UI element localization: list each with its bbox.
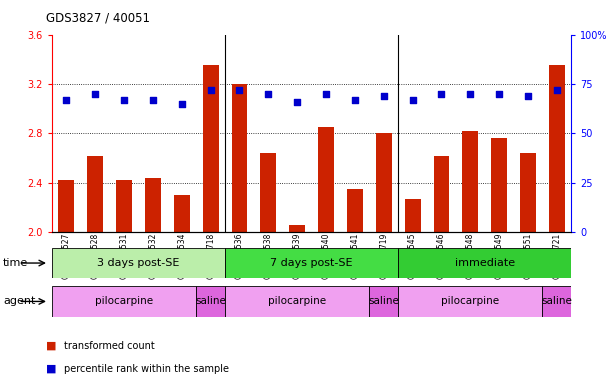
Bar: [398, 286, 543, 317]
Text: saline: saline: [195, 296, 226, 306]
Bar: [52, 248, 225, 278]
Point: [62, 97, 71, 103]
Text: pilocarpine: pilocarpine: [268, 296, 326, 306]
Text: ■: ■: [46, 364, 56, 374]
Point: [350, 97, 360, 103]
Bar: [116, 180, 132, 232]
Bar: [232, 84, 247, 232]
Bar: [549, 65, 565, 232]
Text: pilocarpine: pilocarpine: [95, 296, 153, 306]
Point: [206, 87, 216, 93]
Bar: [404, 199, 420, 232]
Text: immediate: immediate: [455, 258, 515, 268]
Bar: [196, 286, 225, 317]
Text: saline: saline: [368, 296, 399, 306]
Text: ■: ■: [46, 341, 56, 351]
Bar: [145, 178, 161, 232]
Bar: [318, 127, 334, 232]
Bar: [174, 195, 189, 232]
Bar: [289, 225, 305, 232]
Bar: [87, 156, 103, 232]
Bar: [491, 138, 507, 232]
Text: GDS3827 / 40051: GDS3827 / 40051: [46, 12, 150, 25]
Text: transformed count: transformed count: [64, 341, 155, 351]
Text: percentile rank within the sample: percentile rank within the sample: [64, 364, 229, 374]
Bar: [347, 189, 363, 232]
Point: [523, 93, 533, 99]
Point: [235, 87, 244, 93]
Bar: [260, 153, 276, 232]
Text: agent: agent: [3, 296, 35, 306]
Point: [119, 97, 129, 103]
Point: [177, 101, 187, 107]
Bar: [520, 153, 536, 232]
Point: [321, 91, 331, 97]
Bar: [369, 286, 398, 317]
Point: [263, 91, 273, 97]
Bar: [225, 286, 369, 317]
Bar: [59, 180, 75, 232]
Point: [494, 91, 504, 97]
Point: [90, 91, 100, 97]
Text: pilocarpine: pilocarpine: [441, 296, 499, 306]
Point: [148, 97, 158, 103]
Point: [408, 97, 417, 103]
Point: [466, 91, 475, 97]
Bar: [398, 248, 571, 278]
Text: 7 days post-SE: 7 days post-SE: [270, 258, 353, 268]
Bar: [434, 156, 449, 232]
Point: [437, 91, 447, 97]
Text: 3 days post-SE: 3 days post-SE: [97, 258, 180, 268]
Point: [552, 87, 562, 93]
Bar: [463, 131, 478, 232]
Bar: [225, 248, 398, 278]
Bar: [376, 134, 392, 232]
Bar: [52, 286, 196, 317]
Text: saline: saline: [541, 296, 573, 306]
Point: [379, 93, 389, 99]
Text: time: time: [3, 258, 28, 268]
Bar: [543, 286, 571, 317]
Bar: [203, 65, 219, 232]
Point: [292, 99, 302, 105]
